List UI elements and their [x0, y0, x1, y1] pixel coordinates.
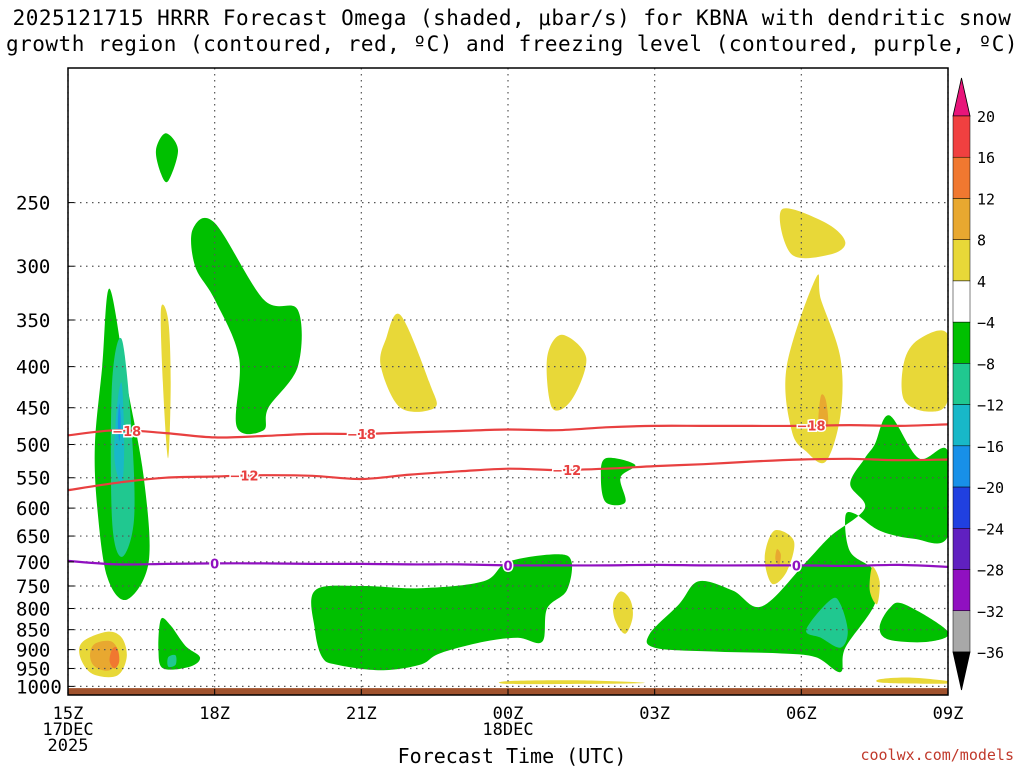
y-tick-label-950: 950: [16, 658, 50, 680]
isotherm-label-0-1: −18: [347, 428, 376, 443]
isotherm-contours: −18 −18 −18 −12 −12 0 0 0: [68, 418, 948, 576]
chart-title-line-1: 2025121715 HRRR Forecast Omega (shaded, …: [12, 6, 1012, 30]
y-tick-label-1000: 1000: [16, 676, 62, 698]
omega-region-18: [785, 274, 843, 464]
omega-region-16: [600, 457, 636, 506]
y-tick-label-400: 400: [16, 357, 50, 379]
omega-region-28: [498, 680, 645, 685]
colorbar-label-5: −4: [977, 314, 995, 332]
colorbar-label-11: −28: [977, 562, 1004, 580]
chart-title-line-2: growth region (contoured, red, ºC) and f…: [5, 32, 1019, 56]
colorbar-top-arrow: [952, 77, 971, 117]
y-tick-label-650: 650: [16, 526, 50, 548]
colorbar-swatch-7: [952, 404, 971, 447]
colorbar-label-4: 4: [977, 273, 986, 291]
isotherm-label-2-2: 0: [792, 559, 801, 574]
colorbar-swatch-0: [952, 115, 971, 158]
omega-region-11: [109, 646, 120, 669]
isotherm-label-2-1: 0: [503, 559, 512, 574]
colorbar-label-12: −32: [977, 603, 1004, 621]
colorbar-label-0: 20: [977, 108, 995, 126]
omega-shading: [79, 133, 948, 685]
omega-region-4: [155, 133, 179, 183]
omega-region-6: [191, 217, 302, 435]
omega-region-22: [901, 330, 948, 412]
isotherm-label-1-0: −12: [230, 470, 259, 485]
colorbar-swatch-3: [952, 239, 971, 282]
colorbar-swatch-10: [952, 528, 971, 570]
y-tick-label-450: 450: [16, 398, 50, 420]
omega-region-23: [879, 602, 948, 643]
x-tick-label-2-0: 21Z: [346, 704, 377, 724]
omega-region-27: [876, 677, 948, 684]
omega-region-25: [775, 549, 781, 565]
y-tick-label-350: 350: [16, 310, 50, 332]
isotherm-label-0-2: −18: [797, 420, 826, 435]
colorbar-swatch-8: [952, 445, 971, 488]
omega-region-8: [167, 654, 177, 668]
colorbar-label-3: 8: [977, 232, 986, 250]
omega-region-14: [311, 554, 573, 671]
y-tick-label-850: 850: [16, 620, 50, 642]
colorbar-label-9: −20: [977, 479, 1004, 497]
colorbar-swatch-6: [952, 363, 971, 405]
isotherm-line-0: [68, 423, 948, 439]
y-tick-label-550: 550: [16, 468, 50, 490]
colorbar-label-13: −36: [977, 644, 1004, 662]
x-tick-label-5-0: 06Z: [786, 704, 817, 724]
colorbar: 20 16 12 8 4 −4 −8 −12 −16 −20 −24 −28 −32 −36: [952, 77, 1004, 691]
isotherm-label-2-0: 0: [210, 557, 219, 572]
colorbar-label-6: −8: [977, 355, 995, 373]
omega-region-19: [818, 394, 829, 431]
colorbar-label-10: −24: [977, 520, 1004, 538]
colorbar-label-2: 12: [977, 190, 995, 208]
colorbar-swatch-5: [952, 321, 971, 364]
omega-region-7: [158, 617, 201, 670]
colorbar-swatch-2: [952, 198, 971, 240]
omega-region-12: [380, 313, 437, 412]
omega-region-15: [612, 591, 633, 634]
x-tick-label-6-0: 09Z: [933, 704, 964, 724]
y-tick-label-500: 500: [16, 434, 50, 456]
colorbar-label-1: 16: [977, 149, 995, 167]
y-tick-label-700: 700: [16, 552, 50, 574]
omega-region-21: [806, 597, 848, 648]
x-tick-label-3-1: 18DEC: [482, 720, 533, 740]
omega-region-13: [546, 334, 587, 411]
y-tick-label-800: 800: [16, 599, 50, 621]
colorbar-swatch-12: [952, 610, 971, 653]
x-tick-label-0-0: 15Z: [53, 704, 84, 724]
omega-region-17: [779, 208, 846, 259]
omega-region-26: [869, 566, 880, 605]
isotherm-line-1: [68, 457, 948, 492]
colorbar-swatch-1: [952, 156, 971, 199]
colorbar-label-8: −16: [977, 438, 1004, 456]
site-credit[interactable]: coolwx.com/models: [860, 746, 1014, 764]
y-tick-label-900: 900: [16, 640, 50, 662]
omega-region-5: [160, 304, 171, 459]
colorbar-swatch-11: [952, 569, 971, 612]
isotherm-label-1-1: −12: [552, 464, 581, 479]
y-tick-label-750: 750: [16, 576, 50, 598]
colorbar-bottom-arrow: [952, 651, 971, 691]
x-tick-label-0-1: 17DEC: [42, 720, 93, 740]
y-tick-label-600: 600: [16, 498, 50, 520]
colorbar-label-7: −12: [977, 397, 1004, 415]
x-tick-label-1-0: 18Z: [199, 704, 230, 724]
isotherm-line-2: [68, 559, 948, 568]
x-axis-title: Forecast Time (UTC): [397, 744, 627, 768]
x-tick-label-4-0: 03Z: [639, 704, 670, 724]
pressure-axis: 2503003504004505005506006507007508008509…: [16, 193, 74, 698]
x-tick-label-0-2: 2025: [48, 736, 89, 756]
x-tick-label-3-0: 00Z: [493, 704, 524, 724]
colorbar-swatch-4: [952, 280, 971, 323]
colorbar-swatch-9: [952, 486, 971, 529]
y-tick-label-250: 250: [16, 193, 50, 215]
isotherm-label-0-0: −18: [112, 425, 141, 440]
y-tick-label-300: 300: [16, 256, 50, 278]
omega-region-3: [117, 403, 121, 441]
